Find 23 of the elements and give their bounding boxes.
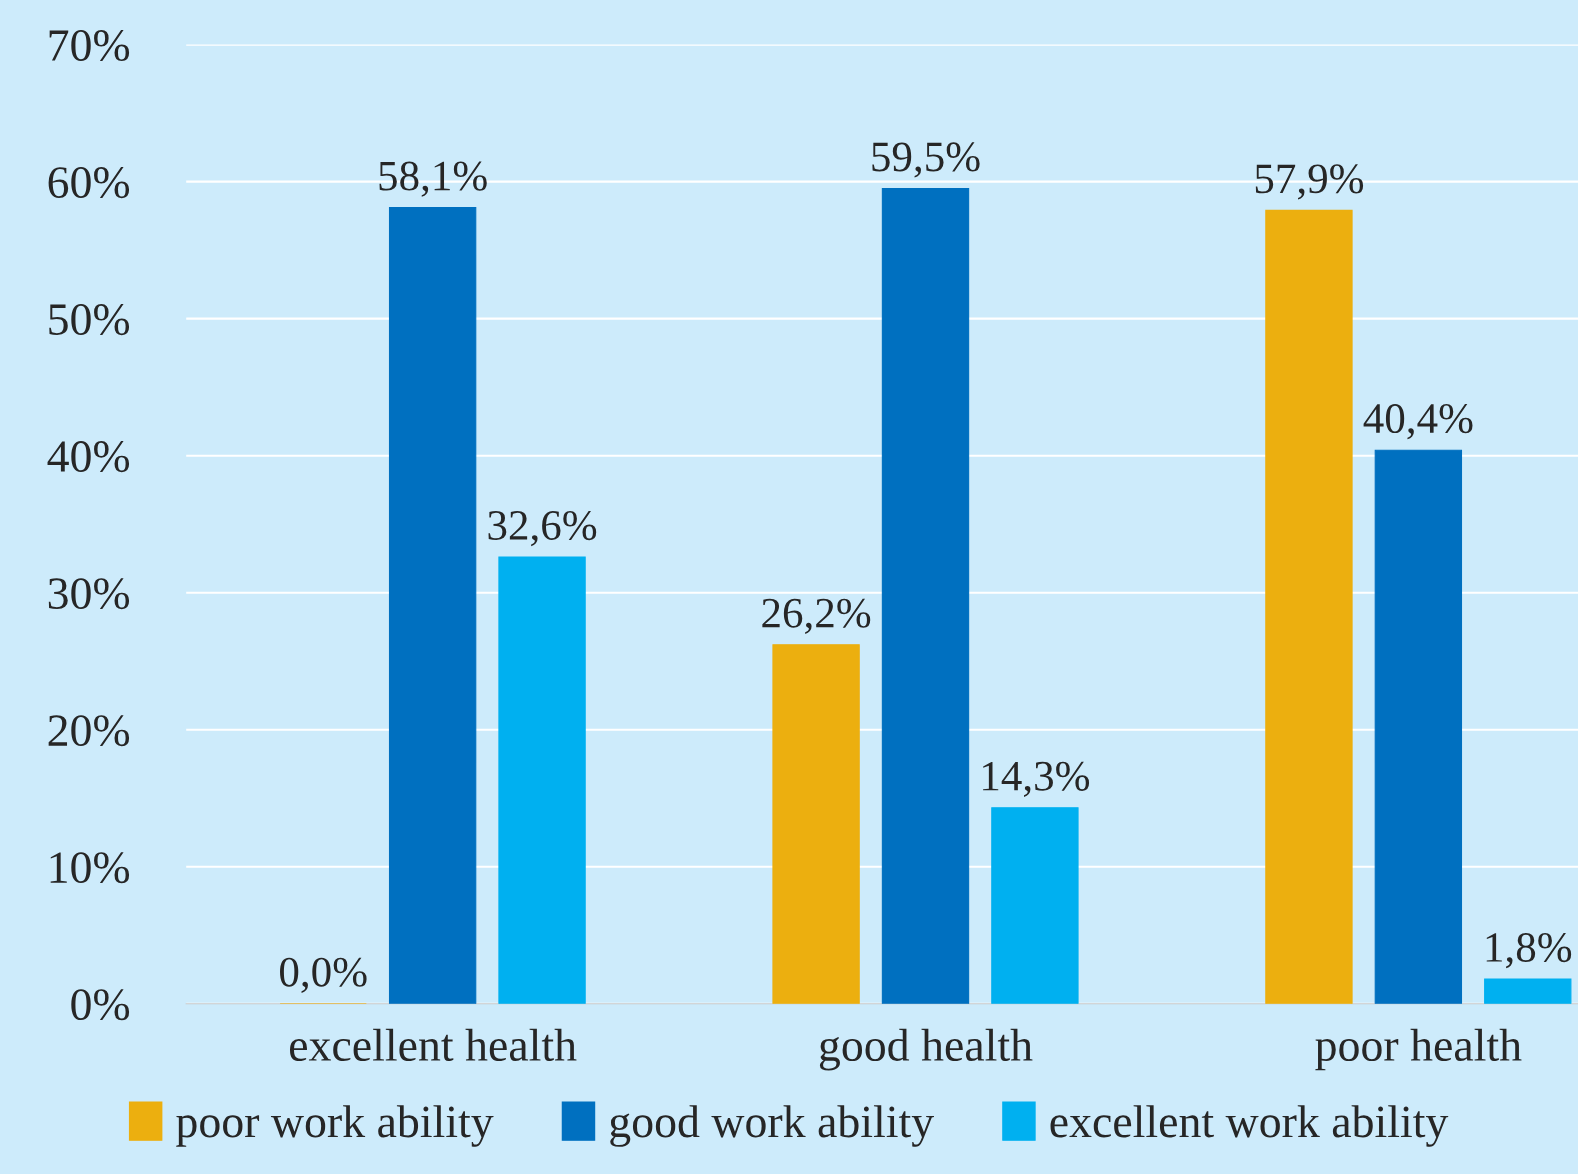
x-tick-label: excellent health: [289, 1028, 577, 1062]
y-tick-label: 70%: [49, 30, 130, 62]
y-tick-label: 40%: [47, 441, 130, 473]
data-label: 40,4%: [1363, 404, 1473, 440]
y-tick-label: 50%: [49, 304, 130, 336]
data-label: 57,9%: [1255, 164, 1364, 200]
y-tick-label: 30%: [48, 578, 130, 610]
y-tick-label: 10%: [50, 852, 130, 884]
data-label: 58,1%: [379, 161, 487, 197]
data-label: 14,3%: [983, 761, 1090, 797]
y-tick-label: 20%: [48, 715, 130, 747]
x-tick-label: good health: [819, 1028, 1033, 1071]
data-label: 59,5%: [872, 142, 980, 178]
data-label: 32,6%: [488, 510, 597, 547]
legend-label: excellent work ability: [1050, 1105, 1449, 1147]
data-label: 1,8%: [1486, 932, 1572, 969]
data-label: 26,2%: [762, 598, 871, 634]
x-tick-label: poor health: [1315, 1028, 1522, 1071]
legend-label: poor work ability: [176, 1105, 494, 1147]
y-tick-label: 0%: [71, 989, 130, 1021]
legend-label: good work ability: [610, 1105, 934, 1147]
y-tick-label: 60%: [48, 167, 130, 199]
data-label: 0,0%: [280, 957, 367, 993]
